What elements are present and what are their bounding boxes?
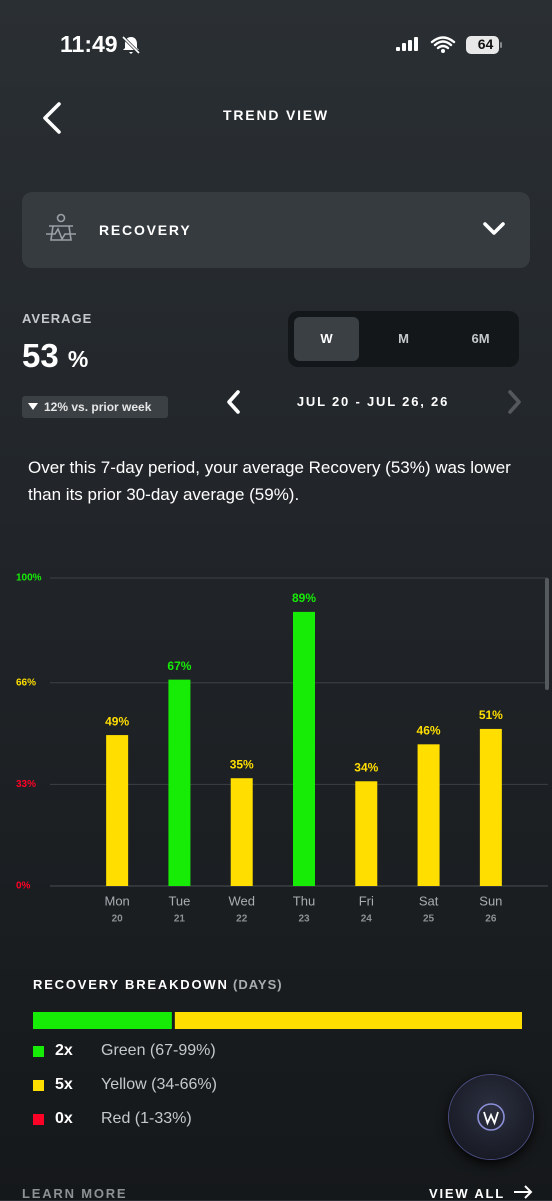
legend-swatch <box>33 1080 44 1091</box>
status-icons <box>396 36 502 54</box>
value-label: 34% <box>354 760 378 774</box>
x-tick-label: Sat <box>419 893 439 908</box>
x-tick-date: 21 <box>174 914 186 925</box>
x-tick-label: Mon <box>104 893 129 908</box>
breakdown-title: RECOVERY BREAKDOWN <box>33 977 229 992</box>
x-tick-label: Tue <box>168 893 190 908</box>
y-tick-label: 66% <box>16 677 36 688</box>
view-all-arrow <box>514 1185 533 1199</box>
status-time: 11:49 <box>60 31 118 57</box>
x-tick-date: 25 <box>423 914 435 925</box>
x-tick-label: Fri <box>359 893 374 908</box>
bar <box>417 744 440 886</box>
change-pill: 12% vs. prior week <box>22 396 168 418</box>
average-value: 53 % <box>22 337 88 375</box>
breakdown-segment <box>174 1012 522 1029</box>
value-label: 51% <box>479 708 503 722</box>
period-tabs: W M 6M <box>288 311 519 367</box>
period-tab[interactable]: 6M <box>471 331 490 346</box>
value-label: 35% <box>230 757 254 771</box>
legend-count: 5x <box>55 1076 73 1093</box>
bar <box>230 778 253 886</box>
value-label: 49% <box>105 714 129 728</box>
breakdown-segment <box>33 1012 172 1029</box>
change-text: 12% vs. prior week <box>44 400 152 414</box>
metric-selector[interactable]: RECOVERY <box>22 192 530 268</box>
battery-level: 64 <box>477 36 494 52</box>
next-week[interactable] <box>502 388 526 416</box>
breakdown-bar <box>33 1012 522 1029</box>
assistant-logo <box>477 1103 505 1131</box>
average-label: AVERAGE <box>22 311 93 326</box>
y-tick-label: 33% <box>16 779 36 790</box>
legend-count: 2x <box>55 1042 73 1059</box>
legend-label: Red (1-33%) <box>101 1110 192 1127</box>
x-tick-date: 26 <box>485 914 497 925</box>
x-tick-date: 22 <box>236 914 248 925</box>
selector-label: RECOVERY <box>99 222 192 238</box>
learn-more[interactable]: LEARN MORE <box>22 1186 128 1201</box>
y-tick-label: 0% <box>16 881 31 892</box>
view-all[interactable]: VIEW ALL <box>429 1186 506 1201</box>
assistant-button[interactable] <box>449 1075 533 1159</box>
back-button[interactable] <box>38 100 66 136</box>
x-tick-label: Wed <box>228 893 255 908</box>
down-arrow <box>28 403 38 410</box>
bar <box>168 679 191 886</box>
period-tab[interactable]: M <box>398 331 409 346</box>
y-tick-label: 100% <box>16 573 42 584</box>
dropdown-chevron <box>483 222 505 235</box>
legend-label: Yellow (34-66%) <box>101 1076 217 1093</box>
bar <box>355 781 378 886</box>
period-tab[interactable]: W <box>294 317 359 361</box>
scrollbar <box>545 578 549 690</box>
bell-off-icon <box>121 35 141 55</box>
summary-text: Over this 7-day period, your average Rec… <box>28 458 511 504</box>
value-label: 67% <box>167 659 191 673</box>
bar <box>106 735 129 886</box>
previous-week[interactable] <box>222 388 246 416</box>
x-tick-date: 23 <box>298 914 310 925</box>
legend-swatch <box>33 1114 44 1125</box>
bar <box>293 611 315 886</box>
x-tick-date: 24 <box>361 914 373 925</box>
value-label: 46% <box>417 723 441 737</box>
x-tick-label: Thu <box>293 893 315 908</box>
average-unit: % <box>67 346 89 372</box>
value-label: 89% <box>292 591 316 605</box>
legend-swatch <box>33 1046 44 1057</box>
bar <box>479 728 502 886</box>
date-range: JUL 20 - JUL 26, 26 <box>296 394 450 409</box>
recovery-icon <box>46 213 76 241</box>
recovery-chart: 0% 33% 66% 100% Mon 20 49% Tue 21 67% Wed 22 35% Thu 2… <box>16 573 548 925</box>
breakdown-subtitle: (DAYS) <box>233 977 283 992</box>
legend-count: 0x <box>55 1110 73 1127</box>
legend-label: Green (67-99%) <box>101 1042 216 1059</box>
page-title: TREND VIEW <box>223 107 329 123</box>
x-tick-date: 20 <box>112 914 124 925</box>
x-tick-label: Sun <box>479 893 502 908</box>
average-number: 53 <box>22 337 59 374</box>
